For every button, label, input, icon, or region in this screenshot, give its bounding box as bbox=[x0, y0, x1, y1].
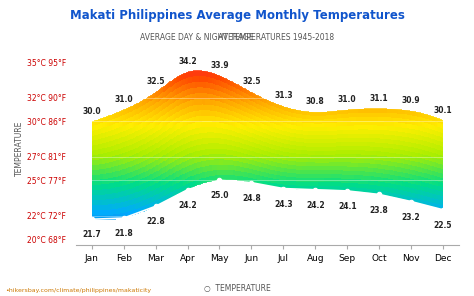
Text: 23.8: 23.8 bbox=[370, 206, 389, 215]
Point bbox=[375, 192, 383, 197]
Text: 22.5: 22.5 bbox=[434, 221, 452, 230]
Text: •hikersbay.com/climate/philippines/makaticity: •hikersbay.com/climate/philippines/makat… bbox=[5, 288, 151, 293]
Point bbox=[120, 216, 128, 221]
Point bbox=[344, 189, 351, 193]
Text: 24.2: 24.2 bbox=[306, 201, 325, 210]
Text: 31.0: 31.0 bbox=[114, 95, 133, 104]
Text: ○  TEMPERATURE: ○ TEMPERATURE bbox=[204, 284, 270, 293]
Text: 31.0: 31.0 bbox=[338, 95, 356, 104]
Point bbox=[280, 186, 287, 191]
Point bbox=[152, 204, 159, 209]
Text: 25.0: 25.0 bbox=[210, 192, 229, 200]
Point bbox=[216, 178, 223, 183]
Point bbox=[88, 217, 95, 222]
Text: AVERAGE: AVERAGE bbox=[218, 33, 256, 41]
Text: 21.8: 21.8 bbox=[114, 229, 133, 238]
Text: 32.5: 32.5 bbox=[146, 77, 165, 86]
Text: 31.1: 31.1 bbox=[370, 94, 389, 103]
Text: 22.8: 22.8 bbox=[146, 217, 165, 226]
Text: Makati Philippines Average Monthly Temperatures: Makati Philippines Average Monthly Tempe… bbox=[70, 9, 404, 22]
Text: 24.3: 24.3 bbox=[274, 200, 292, 209]
Text: 24.1: 24.1 bbox=[338, 202, 356, 211]
Point bbox=[184, 187, 191, 192]
Text: 21.7: 21.7 bbox=[82, 230, 101, 239]
Text: 23.2: 23.2 bbox=[402, 213, 420, 222]
Text: 34.2: 34.2 bbox=[178, 57, 197, 66]
Text: 30.8: 30.8 bbox=[306, 97, 325, 106]
Point bbox=[247, 180, 255, 185]
Point bbox=[311, 187, 319, 192]
Text: 30.0: 30.0 bbox=[82, 107, 101, 116]
Point bbox=[407, 199, 415, 204]
Text: 31.3: 31.3 bbox=[274, 91, 292, 100]
Text: 30.9: 30.9 bbox=[402, 96, 420, 105]
Text: 24.2: 24.2 bbox=[178, 201, 197, 210]
Text: 33.9: 33.9 bbox=[210, 61, 229, 70]
Text: AVERAGE DAY & NIGHT TEMPERATURES 1945-2018: AVERAGE DAY & NIGHT TEMPERATURES 1945-20… bbox=[140, 33, 334, 41]
Text: 24.8: 24.8 bbox=[242, 194, 261, 203]
Y-axis label: TEMPERATURE: TEMPERATURE bbox=[15, 120, 24, 176]
Text: 30.1: 30.1 bbox=[434, 106, 452, 115]
Point bbox=[439, 207, 447, 212]
Text: 32.5: 32.5 bbox=[242, 77, 261, 86]
